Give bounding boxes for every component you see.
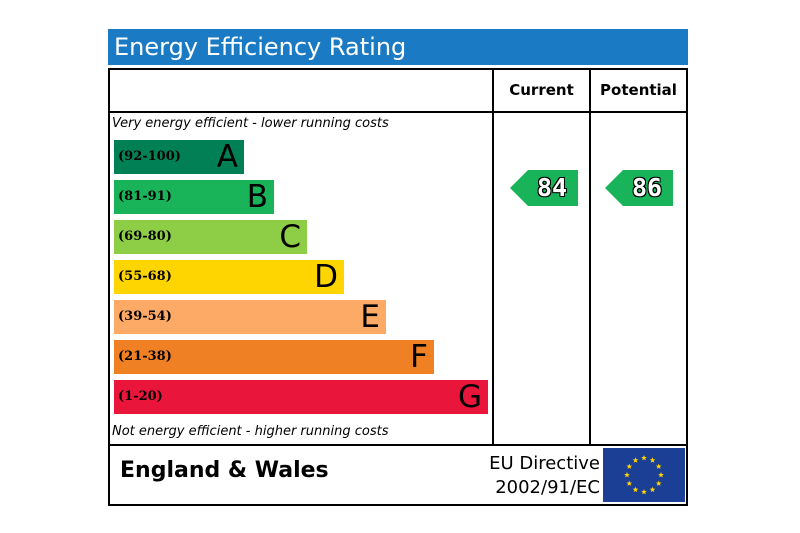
eu-star-icon — [632, 457, 639, 463]
footer-divider — [108, 444, 688, 446]
band-c: (69-80) C — [114, 220, 307, 254]
band-range: (39-54) — [118, 309, 172, 324]
band-letter: G — [457, 379, 482, 415]
band-letter: D — [314, 259, 338, 295]
band-f: (21-38) F — [114, 340, 434, 374]
column-divider-current — [492, 68, 494, 446]
potential-arrow-shape — [605, 170, 673, 206]
band-range: (21-38) — [118, 349, 172, 364]
band-letter: F — [410, 339, 428, 375]
band-range: (81-91) — [118, 189, 172, 204]
eu-star-icon — [626, 480, 633, 486]
efficient-note: Very energy efficient - lower running co… — [112, 116, 389, 131]
band-e: (39-54) E — [114, 300, 386, 334]
band-letter: A — [216, 139, 238, 175]
inefficient-note: Not energy efficient - higher running co… — [112, 424, 389, 439]
eu-star-icon — [624, 472, 630, 478]
current-rating-value: 84 — [536, 173, 568, 202]
eu-star-icon — [641, 489, 647, 495]
eu-star-icon — [655, 463, 662, 469]
current-column-header: Current — [509, 81, 574, 99]
eu-star-icon — [658, 472, 664, 478]
eu-star-icon — [626, 463, 633, 469]
eu-directive-line2: 2002/91/EC — [495, 477, 600, 498]
band-g: (1-20) G — [114, 380, 488, 414]
band-range: (92-100) — [118, 149, 181, 164]
potential-column-header: Potential — [600, 81, 677, 99]
potential-rating-value: 86 — [631, 173, 663, 202]
band-range: (69-80) — [118, 229, 172, 244]
region-label: England & Wales — [120, 458, 329, 483]
rating-table — [108, 68, 688, 506]
eu-star-icon — [649, 486, 656, 493]
band-d: (55-68) D — [114, 260, 344, 294]
current-arrow-shape — [510, 170, 578, 206]
band-letter: B — [246, 179, 268, 215]
eu-star-icon — [641, 455, 647, 461]
chart-title: Energy Efficiency Rating — [108, 29, 688, 65]
potential-rating-arrow: 86 — [605, 170, 673, 206]
eu-flag-icon — [603, 448, 685, 502]
current-rating-arrow: 84 — [510, 170, 578, 206]
band-range: (1-20) — [118, 389, 163, 404]
band-letter: C — [279, 219, 301, 255]
band-letter: E — [360, 299, 380, 335]
band-range: (55-68) — [118, 269, 172, 284]
eu-directive-line1: EU Directive — [489, 453, 600, 474]
eu-star-icon — [649, 457, 656, 463]
eu-directive: EU Directive 2002/91/EC — [460, 452, 600, 500]
column-divider-potential — [589, 68, 591, 446]
eu-star-icon — [655, 480, 662, 486]
band-a: (92-100) A — [114, 140, 244, 174]
eu-star-icon — [632, 486, 639, 493]
band-b: (81-91) B — [114, 180, 274, 214]
header-row-divider — [108, 111, 688, 113]
